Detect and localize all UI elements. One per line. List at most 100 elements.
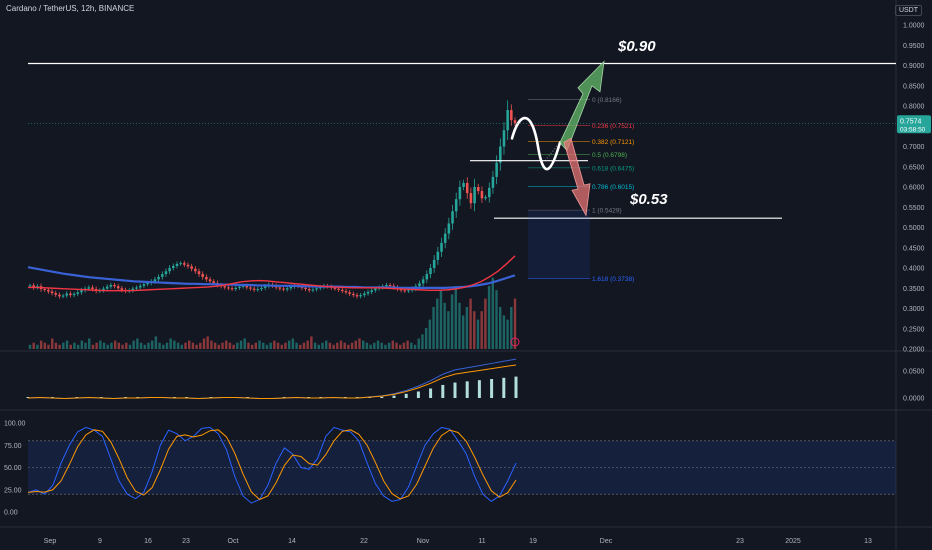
- time-tick-label: Nov: [417, 538, 430, 545]
- volume-bar: [513, 298, 517, 349]
- volume-bar: [128, 344, 132, 349]
- candle: [201, 274, 204, 277]
- current-price-badge: [897, 115, 931, 134]
- candle: [146, 282, 149, 285]
- time-tick-label: 13: [864, 538, 872, 545]
- volume-bar: [387, 342, 391, 349]
- currency-badge[interactable]: USDT: [894, 5, 922, 16]
- candle: [120, 288, 124, 290]
- volume-bar: [39, 340, 43, 349]
- candle: [186, 264, 190, 267]
- volume-bar: [136, 338, 139, 349]
- candle: [138, 285, 142, 288]
- candle: [105, 286, 109, 289]
- target-down-label: $0.53: [630, 191, 668, 208]
- candle: [238, 286, 241, 288]
- stoch-k-line: [27, 426, 517, 504]
- volume-bar: [76, 344, 80, 349]
- candle: [418, 283, 421, 287]
- candle: [429, 268, 432, 275]
- candle: [252, 288, 256, 290]
- volume-bar: [228, 342, 232, 349]
- volume-bar: [258, 340, 261, 349]
- candle: [61, 295, 65, 297]
- volume-bar: [506, 319, 509, 349]
- volume-bar: [310, 336, 313, 349]
- volume-bar: [432, 307, 435, 349]
- price-tick-label: 0.6000: [903, 185, 925, 192]
- candle: [499, 146, 502, 163]
- price-tick-label: 0.7000: [903, 144, 925, 151]
- volume-bar: [350, 342, 354, 349]
- volume-bar: [347, 344, 350, 349]
- candle: [131, 288, 135, 291]
- macd-histogram: [416, 391, 420, 398]
- target-up-label: $0.90: [618, 38, 656, 55]
- price-tick-label: 0.3000: [903, 306, 925, 313]
- volume-bar: [187, 340, 191, 349]
- volume-bar: [354, 340, 358, 349]
- candle: [447, 223, 451, 234]
- time-tick-label: 19: [529, 538, 537, 545]
- candle: [28, 285, 32, 287]
- volume-bar: [250, 344, 254, 349]
- symbol-title[interactable]: Cardano / TetherUS, 12h, BINANCE: [6, 4, 135, 13]
- macd-histogram: [380, 396, 384, 398]
- bar-countdown: 03:58:50: [900, 126, 926, 133]
- candle: [109, 285, 113, 287]
- volume-bar: [162, 344, 165, 349]
- volume-bar: [28, 344, 32, 349]
- volume-bar: [125, 342, 128, 349]
- candle: [142, 284, 146, 286]
- fib-level-label: 0.382 (0.7121): [592, 139, 634, 146]
- price-tick-label: 0.6500: [903, 164, 925, 171]
- volume-bar: [254, 342, 258, 349]
- volume-bar: [32, 342, 35, 349]
- candle: [72, 293, 76, 296]
- candle: [157, 276, 160, 280]
- macd-histogram: [441, 384, 445, 398]
- fib-zone: [528, 210, 590, 279]
- projection-dots: [544, 142, 561, 161]
- candle: [179, 263, 182, 265]
- time-tick-label: Dec: [600, 538, 613, 545]
- volume-bar: [454, 286, 457, 349]
- volume-bar: [169, 338, 172, 349]
- candle: [197, 271, 201, 275]
- volume-bar: [158, 342, 161, 349]
- bullish-arrow: [559, 60, 605, 152]
- stoch-d-line: [27, 429, 517, 501]
- ma-red-line: [28, 255, 516, 292]
- macd-histogram: [477, 380, 481, 398]
- volume-bar: [132, 340, 135, 349]
- stoch-tick-label: 75.00: [4, 443, 22, 450]
- volume-bar: [150, 340, 154, 349]
- candle: [454, 199, 458, 212]
- fib-level-label: 1.618 (0.3738): [592, 276, 634, 283]
- candle: [249, 287, 252, 289]
- candle: [32, 285, 35, 288]
- candle: [43, 289, 46, 291]
- volume-bar: [328, 342, 332, 349]
- candle: [344, 291, 348, 293]
- volume-bar: [54, 342, 58, 349]
- volume-bar: [232, 344, 235, 349]
- candle: [91, 287, 94, 290]
- macd-histogram: [514, 376, 518, 398]
- volume-bar: [443, 302, 446, 349]
- macd-histogram: [465, 381, 469, 398]
- candle: [260, 287, 263, 290]
- candle: [80, 290, 83, 293]
- stoch-tick-label: 0.00: [4, 510, 18, 517]
- candle: [451, 211, 454, 224]
- stoch-tick-label: 100.00: [4, 421, 26, 428]
- volume-bar: [324, 340, 328, 349]
- price-tick-label: 0.8500: [903, 83, 925, 90]
- volume-bar: [487, 286, 491, 349]
- time-tick-label: Sep: [44, 538, 57, 545]
- volume-bar: [165, 342, 169, 349]
- candle: [47, 289, 50, 292]
- volume-bar: [480, 311, 483, 349]
- volume-bar: [154, 336, 158, 349]
